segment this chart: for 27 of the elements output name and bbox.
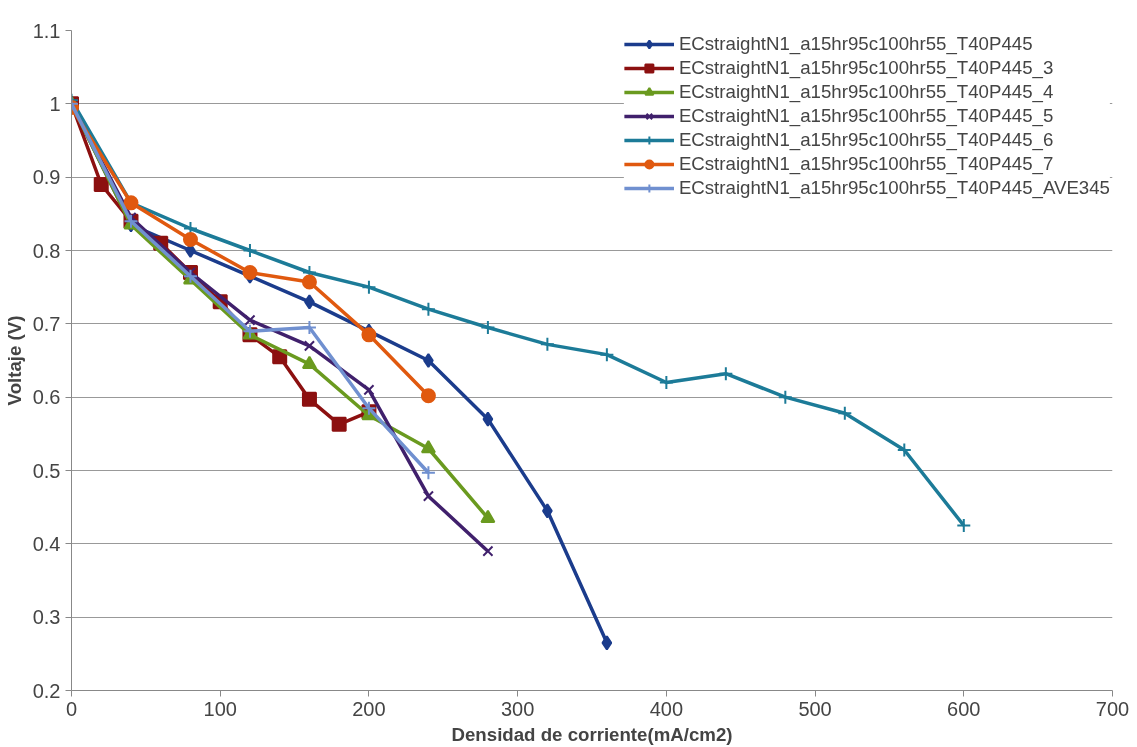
legend-label: ECstraightN1_a15hr95c100hr55_T40P445_AVE345: [678, 176, 1110, 200]
y-tick-label: 0.6: [32, 386, 61, 409]
y-tick-label: 0.4: [32, 532, 61, 555]
x-tick-label: 600: [947, 697, 981, 720]
y-axis-title: Voltaje (V): [3, 315, 25, 406]
legend-label: ECstraightN1_a15hr95c100hr55_T40P445_5: [678, 104, 1054, 128]
x-axis-title: Densidad de corriente(mA/cm2): [451, 723, 733, 745]
y-tick-label: 0.9: [32, 166, 61, 189]
y-tick-label: 0.8: [32, 239, 61, 262]
x-tick-label: 0: [65, 697, 78, 720]
y-tick-label: 0.2: [32, 679, 61, 702]
x-tick-label: 300: [500, 697, 535, 720]
legend-label: ECstraightN1_a15hr95c100hr55_T40P445: [678, 32, 1033, 56]
legend-label: ECstraightN1_a15hr95c100hr55_T40P445_7: [678, 152, 1054, 176]
legend-label: ECstraightN1_a15hr95c100hr55_T40P445_6: [678, 128, 1054, 152]
y-tick-label: 1.1: [32, 19, 61, 42]
legend-label: ECstraightN1_a15hr95c100hr55_T40P445_3: [678, 56, 1054, 80]
x-tick-label: 200: [352, 697, 386, 720]
y-tick-label: 1: [49, 92, 61, 115]
y-tick-label: 0.7: [32, 312, 61, 335]
legend-label: ECstraightN1_a15hr95c100hr55_T40P445_4: [678, 80, 1054, 104]
y-tick-label: 0.3: [32, 606, 61, 629]
x-tick-label: 700: [1095, 697, 1130, 720]
x-tick-label: 100: [203, 697, 237, 720]
x-tick-label: 500: [798, 697, 832, 720]
y-tick-label: 0.5: [32, 459, 61, 482]
x-tick-label: 400: [649, 697, 684, 720]
